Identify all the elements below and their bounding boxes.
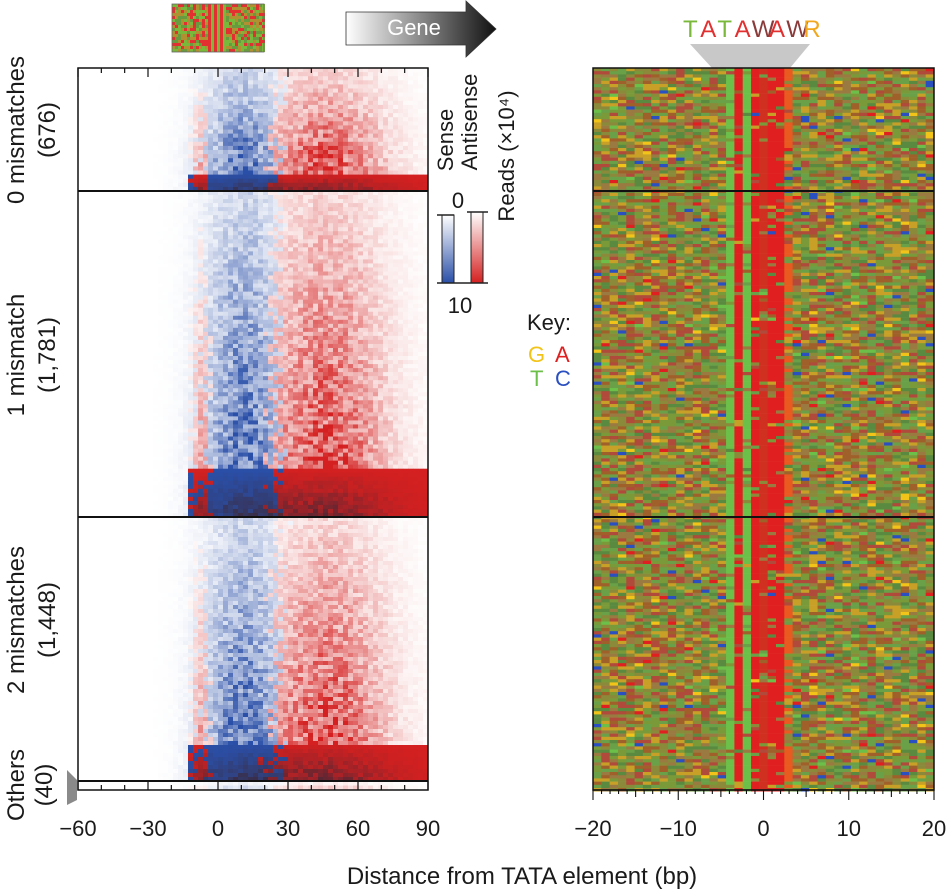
right-x-tick-label: −10 [660, 816, 697, 841]
motif-wedge [690, 44, 810, 68]
group-0-name: 0 mismatches [3, 56, 30, 204]
reads-heatmap-frame [77, 67, 429, 791]
motif-letter: A [769, 16, 785, 43]
right-x-tick-label: 20 [922, 816, 946, 841]
left-x-tick-label: 90 [416, 816, 440, 841]
key-base-a: A [555, 342, 570, 367]
left-x-tick-label: 0 [212, 816, 224, 841]
left-x-tick-label: −60 [59, 816, 96, 841]
motif-letter: W [752, 16, 775, 43]
sequence-heatmap [593, 68, 935, 792]
gene-arrow-label: Gene [387, 15, 441, 40]
group-1-count: (1,781) [34, 317, 61, 393]
left-x-axis: −60 −30 0 30 60 90 [59, 68, 440, 841]
left-x-tick-label: 30 [276, 816, 300, 841]
colorbar-legend: Sense Antisense Reads (×10⁴) 0 10 [433, 74, 519, 318]
left-x-tick-label: 60 [346, 816, 370, 841]
motif-letter: T [717, 16, 732, 43]
colorbar-min: 0 [452, 188, 464, 213]
right-x-axis: −20 −10 0 10 20 [574, 789, 946, 841]
base-key: Key: G A T C [527, 310, 571, 391]
others-marker [67, 770, 77, 805]
x-axis-title: Distance from TATA element (bp) [347, 863, 697, 890]
right-x-tick-label: −20 [574, 816, 611, 841]
colorbar-label: Reads (×10⁴) [494, 90, 519, 221]
left-x-tick-label: −30 [129, 816, 166, 841]
group-0-count: (676) [34, 102, 61, 158]
key-title: Key: [527, 310, 571, 335]
group-2-count: (1,448) [34, 582, 61, 658]
motif-letter: A [735, 16, 751, 43]
right-x-tick-label: 10 [837, 816, 861, 841]
antisense-colorbar [470, 211, 484, 284]
right-x-tick-label: 0 [757, 816, 769, 841]
motif-header: T A T A WA WR [683, 16, 821, 68]
key-base-c: C [555, 366, 571, 391]
key-base-t: T [530, 366, 543, 391]
motif-letter: A [700, 16, 716, 43]
legend-antisense: Antisense [457, 74, 482, 171]
group-1-name: 1 mismatch [3, 294, 30, 417]
key-base-g: G [528, 342, 545, 367]
group-3-count: (40) [31, 764, 58, 807]
motif-letter: W [786, 16, 809, 43]
group-2-name: 2 mismatches [3, 546, 30, 694]
reads-heatmap [78, 68, 429, 791]
motif-thumbnail [171, 3, 265, 53]
sense-colorbar [441, 214, 455, 284]
colorbar-max: 10 [448, 293, 472, 318]
group-3-name: Others [3, 749, 30, 821]
gene-arrow: Gene [345, 0, 497, 58]
motif-letter: R [803, 16, 820, 43]
legend-sense: Sense [433, 109, 458, 171]
group-labels: 0 mismatches (676) 1 mismatch (1,781) 2 … [3, 56, 77, 821]
motif-letter: T [683, 16, 698, 43]
